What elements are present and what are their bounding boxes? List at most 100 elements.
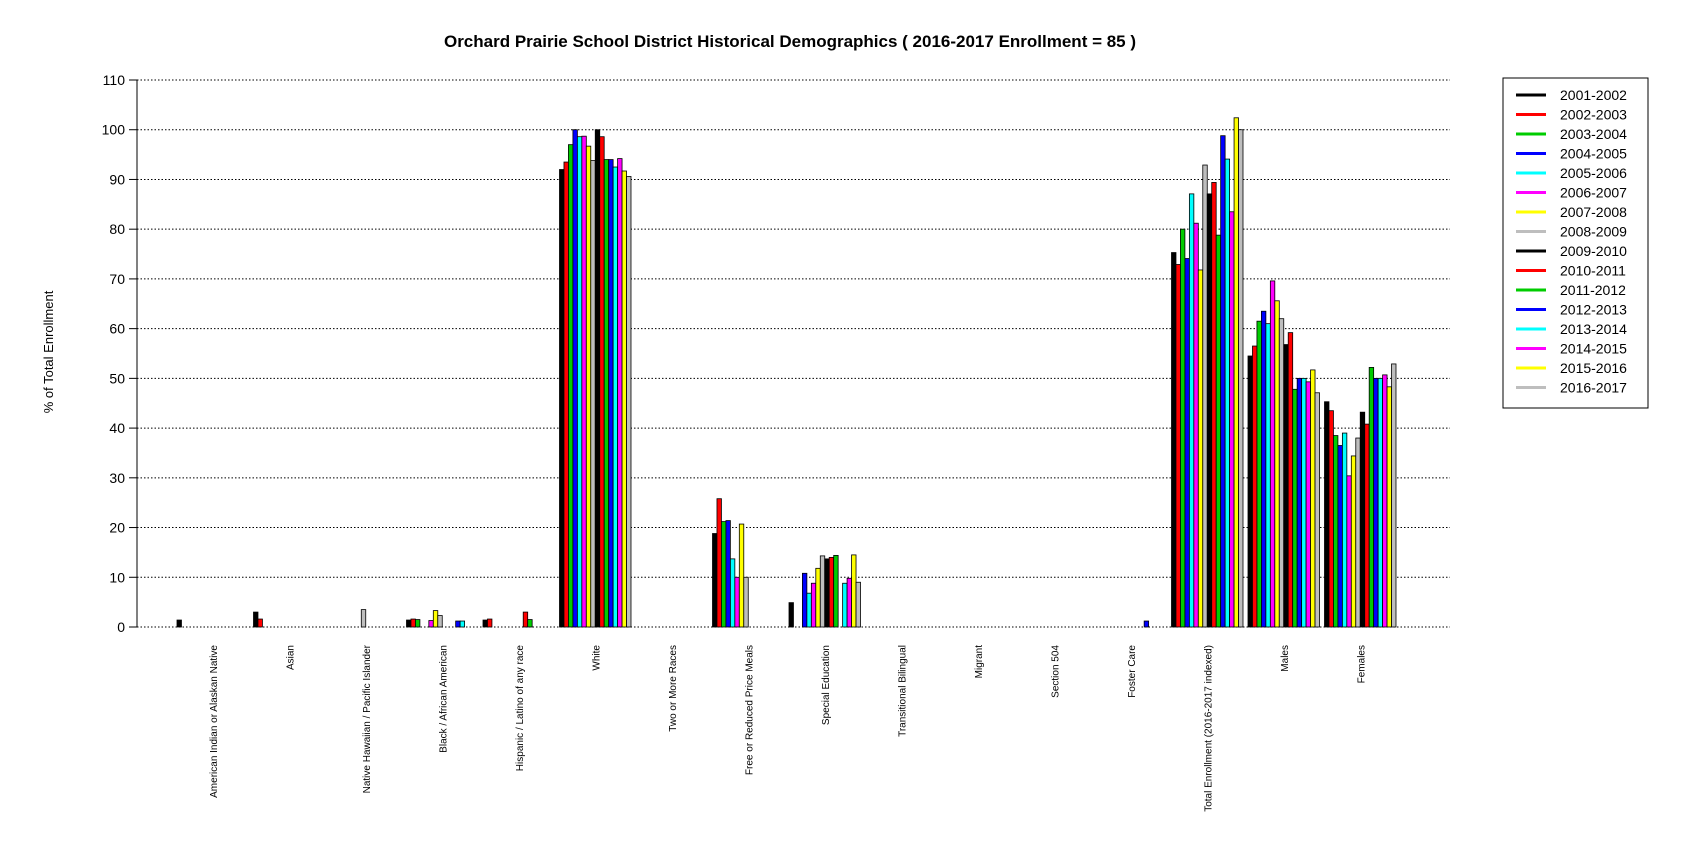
bar bbox=[1256, 320, 1262, 628]
bar bbox=[806, 592, 812, 628]
bar bbox=[522, 611, 529, 628]
category-label: Asian bbox=[285, 645, 296, 670]
legend-label: 2010-2011 bbox=[1560, 263, 1626, 279]
bar bbox=[1314, 392, 1320, 628]
bar bbox=[1310, 369, 1316, 628]
y-tick-label: 90 bbox=[109, 171, 125, 187]
bar bbox=[1220, 135, 1226, 628]
bar bbox=[1274, 300, 1280, 628]
legend-label: 2002-2003 bbox=[1560, 107, 1627, 123]
bar bbox=[1193, 222, 1199, 628]
category-label: Males bbox=[1280, 645, 1291, 672]
bar bbox=[527, 619, 533, 628]
bar bbox=[725, 520, 731, 628]
bar bbox=[788, 602, 794, 628]
bar bbox=[815, 567, 821, 628]
bar bbox=[608, 159, 614, 628]
bar bbox=[1247, 355, 1253, 628]
bar bbox=[581, 135, 587, 628]
legend-label: 2014-2015 bbox=[1560, 341, 1627, 357]
bar bbox=[1355, 437, 1361, 628]
bars bbox=[176, 117, 1397, 628]
bar bbox=[1377, 377, 1384, 628]
legend-label: 2012-2013 bbox=[1560, 302, 1627, 318]
bar bbox=[743, 576, 749, 628]
bar bbox=[738, 523, 745, 628]
category-label: American Indian or Alaskan Native bbox=[209, 645, 220, 798]
bar bbox=[734, 576, 740, 628]
bar bbox=[729, 558, 736, 628]
y-tick-label: 10 bbox=[109, 569, 125, 585]
bar bbox=[1382, 374, 1388, 628]
bar bbox=[1283, 344, 1289, 628]
bar bbox=[568, 144, 574, 628]
bar bbox=[406, 619, 412, 628]
legend-label: 2008-2009 bbox=[1560, 224, 1627, 240]
bar bbox=[455, 620, 461, 628]
bar bbox=[1333, 435, 1339, 628]
bar bbox=[1287, 332, 1294, 628]
category-label: Foster Care bbox=[1127, 645, 1138, 698]
bar bbox=[415, 619, 421, 628]
chart-title: Orchard Prairie School District Historic… bbox=[444, 32, 1136, 51]
bar bbox=[824, 558, 830, 628]
bar bbox=[1211, 182, 1217, 628]
legend-label: 2016-2017 bbox=[1560, 380, 1627, 396]
y-tick-label: 20 bbox=[109, 520, 125, 536]
y-axis: 0 10 20 30 40 50 60 70 80 90 100 110 bbox=[102, 72, 138, 635]
category-label: Females bbox=[1356, 645, 1367, 683]
category-label: Two or More Races bbox=[668, 645, 679, 732]
y-tick-label: 70 bbox=[109, 271, 125, 287]
bar bbox=[1386, 386, 1392, 628]
bar bbox=[482, 619, 488, 628]
bar bbox=[1252, 345, 1258, 628]
legend: 2001-2002 2002-2003 2003-2004 2004-2005 2005… bbox=[1502, 77, 1649, 409]
bar bbox=[599, 136, 605, 628]
bar bbox=[846, 577, 852, 628]
bar bbox=[590, 160, 596, 628]
bar bbox=[410, 618, 416, 628]
bar bbox=[1188, 193, 1195, 628]
bar bbox=[626, 176, 632, 628]
bar bbox=[1359, 411, 1366, 628]
category-label: Transitional Bilingual bbox=[897, 645, 908, 737]
bar bbox=[1324, 401, 1330, 628]
y-tick-label: 0 bbox=[117, 619, 125, 635]
category-labels: American Indian or Alaskan Native Asian Na… bbox=[209, 644, 1368, 811]
bar bbox=[833, 554, 839, 628]
category-label: Hispanic / Latino of any race bbox=[515, 645, 526, 772]
bar bbox=[721, 521, 727, 628]
legend-label: 2015-2016 bbox=[1560, 360, 1627, 376]
bar bbox=[585, 145, 592, 628]
category-label: Migrant bbox=[974, 645, 985, 679]
category-label: Native Hawaiian / Pacific Islander bbox=[362, 644, 373, 793]
legend-label: 2003-2004 bbox=[1560, 126, 1627, 142]
legend-label: 2009-2010 bbox=[1560, 243, 1627, 259]
bar bbox=[1143, 620, 1150, 628]
bar bbox=[1305, 381, 1311, 628]
y-tick-label: 60 bbox=[109, 321, 125, 337]
legend-label: 2001-2002 bbox=[1560, 87, 1627, 103]
y-tick-label: 40 bbox=[109, 420, 125, 436]
bar bbox=[360, 609, 367, 628]
bar bbox=[1373, 377, 1379, 628]
bar bbox=[1391, 363, 1397, 628]
bar bbox=[1265, 323, 1271, 628]
legend-label: 2011-2012 bbox=[1560, 282, 1626, 298]
bar bbox=[819, 555, 826, 628]
bar bbox=[1301, 377, 1307, 628]
bar bbox=[594, 129, 601, 628]
bar bbox=[1229, 211, 1235, 628]
bar bbox=[1368, 367, 1375, 628]
bar bbox=[855, 581, 861, 628]
category-label: Total Enrollment (2016-2017 indexed) bbox=[1203, 645, 1214, 812]
bar bbox=[1175, 264, 1181, 628]
bar bbox=[563, 161, 569, 628]
bar bbox=[828, 556, 835, 628]
y-axis-label: % of Total Enrollment bbox=[41, 290, 56, 413]
bar bbox=[1296, 377, 1303, 628]
bar bbox=[1292, 388, 1298, 628]
bar bbox=[257, 618, 263, 628]
category-label: Section 504 bbox=[1050, 645, 1061, 698]
